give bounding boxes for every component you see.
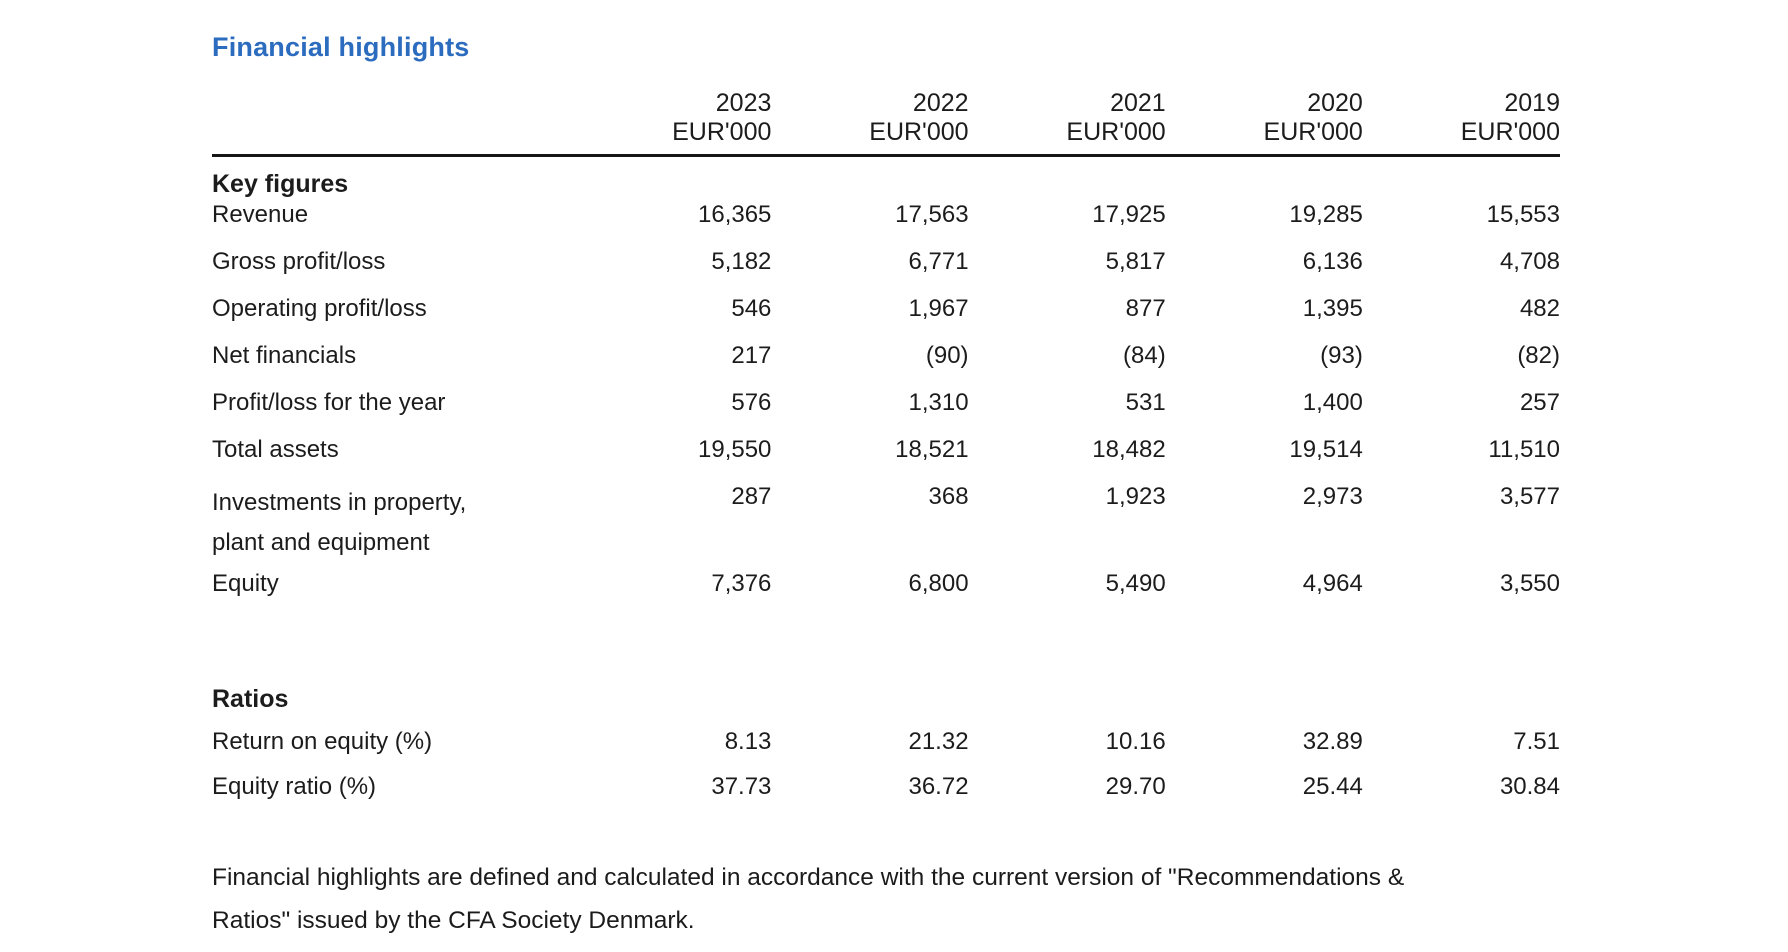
cell-value: 6,771 [908, 248, 969, 275]
cell-value: 7.51 [1513, 728, 1560, 755]
cell-value: 10.16 [1105, 728, 1166, 755]
section-heading: Key figures [212, 169, 349, 198]
cell-value: 877 [1125, 295, 1166, 322]
row-label: Net financials [212, 342, 357, 369]
cell-value: 19,514 [1289, 436, 1363, 463]
cell-value: 32.89 [1302, 728, 1363, 755]
section-heading-row: Key figures [212, 155, 1560, 201]
cell-value: 257 [1519, 389, 1560, 416]
cell-value: (90) [925, 342, 969, 369]
cell-value: 19,285 [1289, 201, 1363, 228]
cell-value: 18,521 [895, 436, 969, 463]
table-row-return-on-equity: Return on equity (%) 8.13 21.32 10.16 32… [212, 718, 1560, 763]
cell-value: 1,310 [908, 389, 969, 416]
cell-value: (82) [1517, 342, 1560, 369]
cell-value: 36.72 [908, 773, 969, 800]
cell-value: 1,923 [1105, 483, 1166, 510]
section-heading-row: Ratios [212, 672, 1560, 718]
footnote-line-1: Financial highlights are defined and cal… [212, 864, 1405, 891]
cell-value: 6,800 [908, 570, 969, 597]
cell-value: 16,365 [698, 201, 772, 228]
cell-value: 18,482 [1092, 436, 1166, 463]
financial-highlights-table: 2023 2022 2021 2020 2019 EUR'000 EUR'000… [212, 78, 1560, 808]
cell-value: 1,967 [908, 295, 969, 322]
cell-value: 3,550 [1499, 570, 1560, 597]
table-row-net-financials: Net financials 217 (90) (84) (93) (82) [212, 342, 1560, 389]
cell-value: 25.44 [1302, 773, 1363, 800]
footnote: Financial highlights are defined and cal… [212, 856, 1612, 942]
year-header: 2019 [1504, 88, 1560, 117]
unit-header: EUR'000 [1165, 118, 1363, 157]
table-row-gross-profit: Gross profit/loss 5,182 6,771 5,817 6,13… [212, 248, 1560, 295]
cell-value: 37.73 [711, 773, 772, 800]
row-label: Investments in property, plant and equip… [212, 489, 467, 556]
table-row-profit-for-year: Profit/loss for the year 576 1,310 531 1… [212, 389, 1560, 436]
year-header: 2020 [1307, 88, 1363, 117]
cell-value: 11,510 [1488, 436, 1560, 463]
row-label: Equity ratio (%) [212, 773, 377, 800]
cell-value: 21.32 [908, 728, 969, 755]
header-spacer [212, 78, 574, 118]
cell-value: 3,577 [1499, 483, 1560, 510]
cell-value: 6,136 [1302, 248, 1363, 275]
page-title: Financial highlights [212, 32, 470, 62]
table-row-investments: Investments in property, plant and equip… [212, 483, 1560, 570]
table-row-equity-ratio: Equity ratio (%) 37.73 36.72 29.70 25.44… [212, 763, 1560, 808]
table-row-equity: Equity 7,376 6,800 5,490 4,964 3,550 [212, 570, 1560, 620]
row-label: Total assets [212, 436, 339, 463]
year-header: 2021 [1110, 88, 1166, 117]
section-gap [212, 620, 1560, 672]
section-heading: Ratios [212, 685, 289, 713]
cell-value: (93) [1320, 342, 1363, 369]
cell-value: 217 [731, 342, 772, 369]
row-label: Profit/loss for the year [212, 389, 446, 416]
table-row-total-assets: Total assets 19,550 18,521 18,482 19,514… [212, 436, 1560, 483]
cell-value: 531 [1125, 389, 1166, 416]
row-label: Revenue [212, 201, 309, 228]
row-label: Operating profit/loss [212, 295, 427, 322]
unit-header: EUR'000 [771, 118, 969, 157]
year-header-row: 2023 2022 2021 2020 2019 [212, 78, 1560, 118]
table-row-operating-profit: Operating profit/loss 546 1,967 877 1,39… [212, 295, 1560, 342]
cell-value: 546 [731, 295, 772, 322]
unit-header: EUR'000 [1362, 118, 1560, 157]
cell-value: 1,395 [1302, 295, 1363, 322]
year-header: 2023 [715, 88, 772, 117]
footnote-line-2: Ratios" issued by the CFA Society Denmar… [212, 907, 695, 934]
cell-value: 17,563 [895, 201, 969, 228]
cell-value: 15,553 [1486, 201, 1560, 228]
cell-value: 19,550 [698, 436, 772, 463]
table-row-revenue: Revenue 16,365 17,563 17,925 19,285 15,5… [212, 201, 1560, 248]
cell-value: 4,708 [1499, 248, 1560, 275]
row-label: Return on equity (%) [212, 728, 433, 755]
cell-value: 368 [928, 483, 969, 510]
cell-value: 5,182 [711, 248, 772, 275]
cell-value: 7,376 [711, 570, 772, 597]
cell-value: 29.70 [1105, 773, 1166, 800]
row-label: Equity [212, 570, 279, 597]
cell-value: 5,817 [1105, 248, 1166, 275]
cell-value: 8.13 [724, 728, 772, 755]
cell-value: 1,400 [1302, 389, 1363, 416]
unit-header: EUR'000 [968, 118, 1166, 157]
header-spacer [212, 118, 575, 157]
cell-value: 482 [1519, 295, 1560, 322]
cell-value: (84) [1123, 342, 1166, 369]
unit-header: EUR'000 [574, 118, 772, 157]
cell-value: 287 [731, 483, 772, 510]
cell-value: 4,964 [1302, 570, 1363, 597]
table-header: 2023 2022 2021 2020 2019 EUR'000 EUR'000… [212, 78, 1560, 157]
cell-value: 576 [731, 389, 772, 416]
cell-value: 17,925 [1092, 201, 1166, 228]
year-header: 2022 [912, 88, 969, 117]
cell-value: 30.84 [1499, 773, 1560, 800]
cell-value: 5,490 [1105, 570, 1166, 597]
cell-value: 2,973 [1302, 483, 1363, 510]
row-label: Gross profit/loss [212, 248, 386, 275]
unit-header-row: EUR'000 EUR'000 EUR'000 EUR'000 EUR'000 [212, 118, 1560, 157]
